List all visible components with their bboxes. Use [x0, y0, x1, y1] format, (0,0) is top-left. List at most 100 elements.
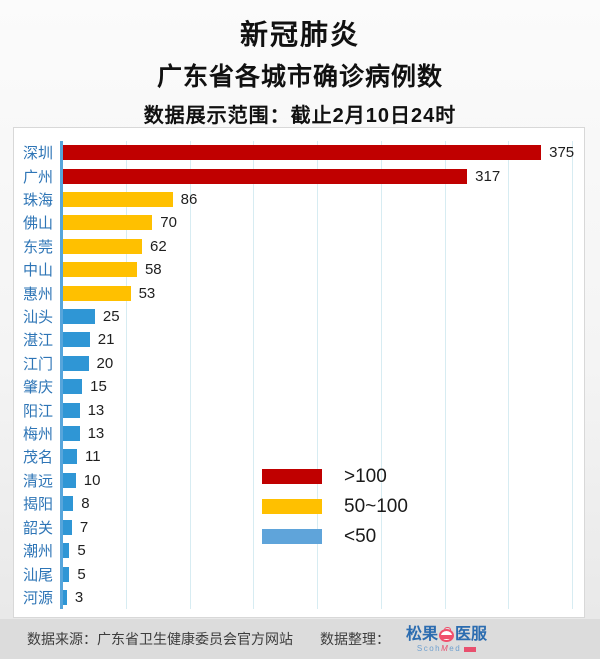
bar-珠海 — [63, 192, 173, 208]
bar-肇庆 — [63, 379, 83, 395]
city-label: 清远 — [22, 472, 53, 490]
bar-阳江 — [63, 402, 80, 418]
city-label: 潮州 — [22, 543, 53, 561]
logo-badge — [464, 646, 477, 652]
value-label: 20 — [96, 354, 114, 372]
bar-row: 湛江 21 — [14, 328, 584, 351]
bar-area: 7 — [60, 516, 584, 539]
bar-row: 惠州 53 — [14, 281, 584, 304]
city-label: 江门 — [22, 355, 53, 373]
pinecone-stethoscope-icon — [439, 626, 455, 642]
bar-潮州 — [63, 543, 70, 559]
value-label: 5 — [77, 542, 86, 560]
value-label: 53 — [138, 284, 156, 302]
bar-row: 汕头 25 — [14, 305, 584, 328]
bar-area: 13 — [60, 398, 584, 421]
gridline — [508, 141, 510, 609]
city-label: 湛江 — [22, 332, 53, 350]
city-label: 韶关 — [22, 519, 53, 537]
legend-label: <50 — [344, 525, 377, 547]
bar-汕尾 — [63, 566, 70, 582]
title-line-3: 数据展示范围：截止2月10日24时 — [143, 105, 457, 127]
bar-row: 肇庆 15 — [14, 375, 584, 398]
city-label: 广州 — [22, 168, 53, 186]
logo-cn-right: 医服 — [455, 626, 488, 643]
logo-latin-scoh: Scoh — [416, 644, 442, 653]
bar-area: 20 — [60, 352, 584, 375]
value-label: 13 — [87, 425, 105, 443]
bar-中山 — [63, 262, 137, 278]
legend-swatch — [262, 469, 322, 484]
value-label: 13 — [87, 401, 105, 419]
title-line-2: 广东省各城市确诊病例数 — [156, 63, 443, 91]
title-line-1: 新冠肺炎 — [239, 19, 360, 50]
value-label: 15 — [90, 378, 107, 396]
value-label: 375 — [549, 144, 575, 162]
bar-area: 58 — [60, 258, 584, 281]
gridline — [253, 141, 255, 609]
chart-panel: 深圳 375 广州 317 珠海 86 佛山 70 东莞 62 中山 58 惠州 53 汕头 25 湛江 21 江门… — [13, 127, 585, 618]
bar-深圳 — [63, 145, 542, 161]
value-label: 86 — [180, 191, 198, 209]
bar-area: 317 — [60, 164, 584, 187]
bar-汕头 — [63, 309, 95, 325]
city-label: 肇庆 — [22, 379, 53, 397]
gridline — [125, 141, 127, 609]
bar-area: 10 — [60, 469, 584, 492]
bar-row: 阳江 13 — [14, 398, 584, 421]
gridline — [380, 141, 382, 609]
value-label: 58 — [144, 261, 162, 279]
value-label: 21 — [97, 331, 115, 349]
legend-row: >100 — [262, 466, 408, 487]
bar-rows: 深圳 375 广州 317 珠海 86 佛山 70 东莞 62 中山 58 惠州 53 汕头 25 湛江 21 江门… — [14, 141, 584, 609]
bar-row: 佛山 70 — [14, 211, 584, 234]
chart-title-block: 新冠肺炎 广东省各城市确诊病例数 数据展示范围：截止2月10日24时 — [0, 0, 600, 127]
bar-江门 — [63, 355, 89, 371]
bar-area: 375 — [60, 141, 584, 164]
value-label: 70 — [160, 214, 177, 232]
bar-茂名 — [63, 449, 78, 465]
city-label: 惠州 — [22, 285, 53, 303]
bar-row: 揭阳 8 — [14, 492, 584, 515]
city-label: 阳江 — [22, 402, 53, 420]
bar-佛山 — [63, 215, 153, 231]
data-credit-text: 数据整理： — [320, 631, 390, 647]
city-label: 佛山 — [22, 215, 53, 233]
gridline — [444, 141, 446, 609]
logo-cn-left: 松果 — [406, 626, 439, 643]
bar-row: 中山 58 — [14, 258, 584, 281]
bar-chart-plot: 深圳 375 广州 317 珠海 86 佛山 70 东莞 62 中山 58 惠州 53 汕头 25 湛江 21 江门… — [14, 141, 584, 609]
bar-area: 25 — [60, 305, 584, 328]
bar-广州 — [63, 168, 468, 184]
gridline — [189, 141, 191, 609]
city-label: 珠海 — [22, 192, 53, 210]
bar-东莞 — [63, 238, 143, 254]
logo-latin-ed: ed — [449, 644, 462, 653]
bar-row: 珠海 86 — [14, 188, 584, 211]
bar-row: 江门 20 — [14, 352, 584, 375]
city-label: 汕尾 — [22, 566, 53, 584]
logo-wordmark: 松果 医服 — [406, 626, 488, 643]
city-label: 深圳 — [22, 145, 53, 163]
bar-row: 茂名 11 — [14, 445, 584, 468]
value-label: 5 — [77, 565, 86, 583]
value-label: 62 — [150, 237, 167, 255]
bar-row: 河源 3 — [14, 586, 584, 609]
bar-area: 3 — [60, 586, 584, 609]
bar-row: 汕尾 5 — [14, 562, 584, 585]
city-label: 汕头 — [22, 309, 53, 327]
bar-row: 广州 317 — [14, 164, 584, 187]
bar-area: 5 — [60, 539, 584, 562]
bar-row: 韶关 7 — [14, 516, 584, 539]
bar-area: 21 — [60, 328, 584, 351]
legend-row: 50~100 — [262, 496, 408, 517]
y-axis-line — [60, 141, 63, 609]
bar-area: 13 — [60, 422, 584, 445]
city-label: 揭阳 — [22, 496, 53, 514]
bar-湛江 — [63, 332, 90, 348]
legend: >100 50~100 <50 — [262, 466, 408, 559]
bar-惠州 — [63, 285, 131, 301]
value-label: 25 — [102, 308, 120, 326]
